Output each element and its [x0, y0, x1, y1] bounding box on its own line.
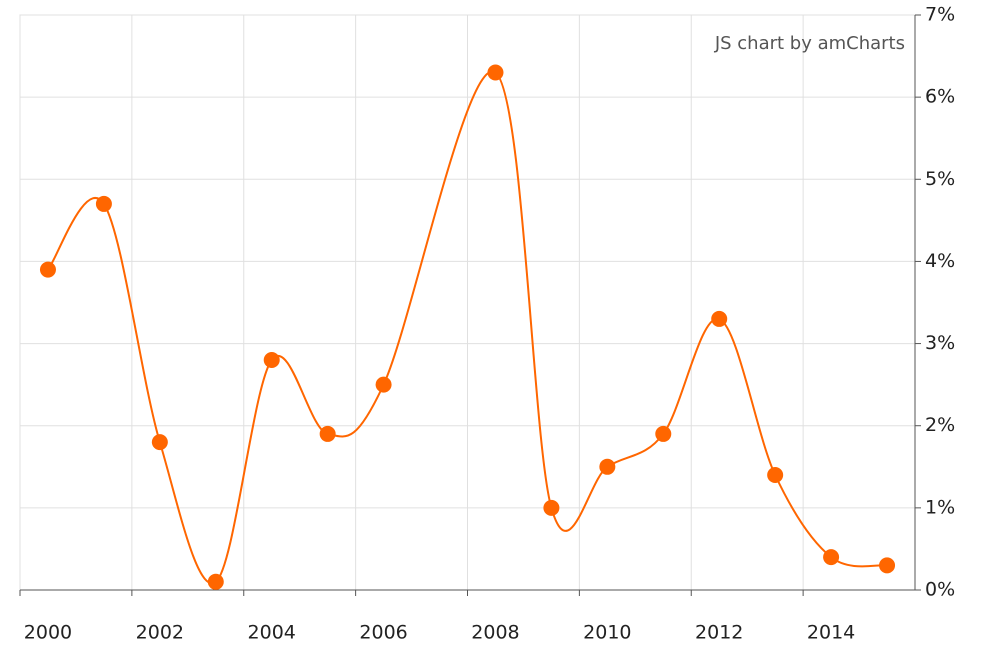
- y-tick-label: 2%: [925, 414, 955, 436]
- point: [599, 458, 616, 475]
- point: [543, 499, 560, 516]
- point: [375, 376, 392, 393]
- point: [767, 467, 784, 483]
- y-tick-label: 7%: [925, 4, 955, 26]
- point: [207, 573, 224, 590]
- y-tick-label: 5%: [925, 168, 955, 190]
- x-tick-label: 2012: [695, 622, 743, 644]
- x-tick-label: 2004: [248, 622, 296, 644]
- x-tick-label: 2010: [583, 622, 631, 644]
- y-tick-label: 0%: [925, 579, 955, 601]
- point: [151, 434, 168, 451]
- x-tick-label: 2002: [136, 622, 184, 644]
- y-tick-label: 4%: [925, 250, 955, 272]
- point: [263, 352, 280, 368]
- point: [879, 557, 896, 574]
- point: [319, 425, 336, 442]
- point: [711, 310, 728, 327]
- point: [95, 195, 112, 212]
- point: [655, 425, 672, 442]
- x-tick-label: 2000: [24, 622, 72, 644]
- point: [39, 261, 56, 278]
- y-tick-label: 1%: [925, 496, 955, 518]
- credit: JS chart by amCharts: [714, 33, 905, 54]
- point: [487, 64, 504, 81]
- y-tick-label: 3%: [925, 332, 955, 354]
- point: [823, 549, 840, 566]
- x-tick-label: 2008: [471, 622, 519, 644]
- x-tick-label: 2014: [807, 622, 855, 644]
- y-tick-label: 6%: [925, 86, 955, 108]
- x-tick-label: 2006: [359, 622, 407, 644]
